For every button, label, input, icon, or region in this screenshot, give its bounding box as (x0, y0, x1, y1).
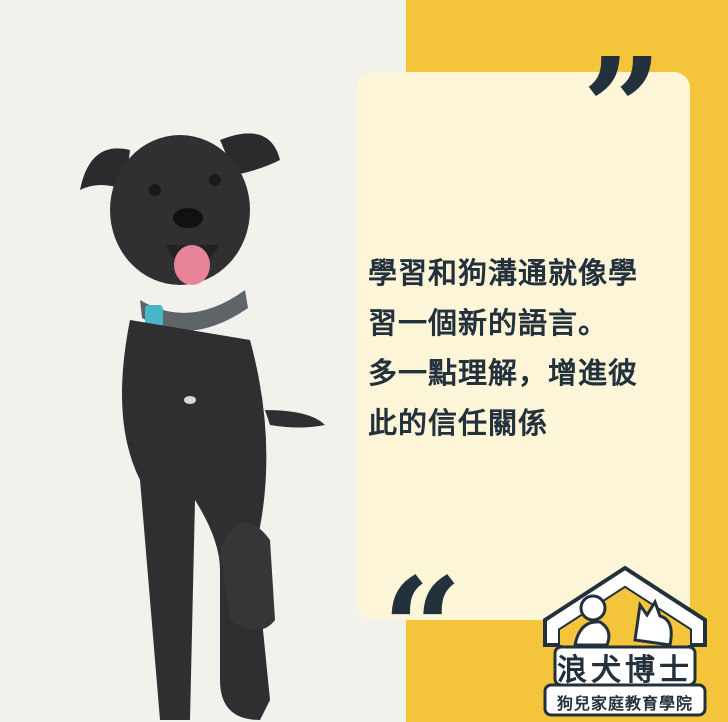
quote-line: 此的信任關係 (368, 406, 549, 440)
quote-line: 多一點理解，增進彼 (368, 356, 639, 390)
brand-name: 浪犬博士 (557, 653, 693, 688)
quote-text: 學習和狗溝通就像學 習一個新的語言。 多一點理解，增進彼 此的信任關係 (368, 248, 698, 448)
dog-photo (80, 133, 325, 720)
quote-card (357, 72, 690, 620)
quote-line: 習一個新的語言。 (368, 306, 609, 340)
close-quote-icon: ” (582, 28, 663, 192)
open-quote-icon: “ (382, 548, 463, 712)
quote-line: 學習和狗溝通就像學 (368, 256, 639, 290)
brand-logo (543, 565, 707, 717)
brand-subtitle: 狗兒家庭教育學院 (556, 694, 693, 713)
